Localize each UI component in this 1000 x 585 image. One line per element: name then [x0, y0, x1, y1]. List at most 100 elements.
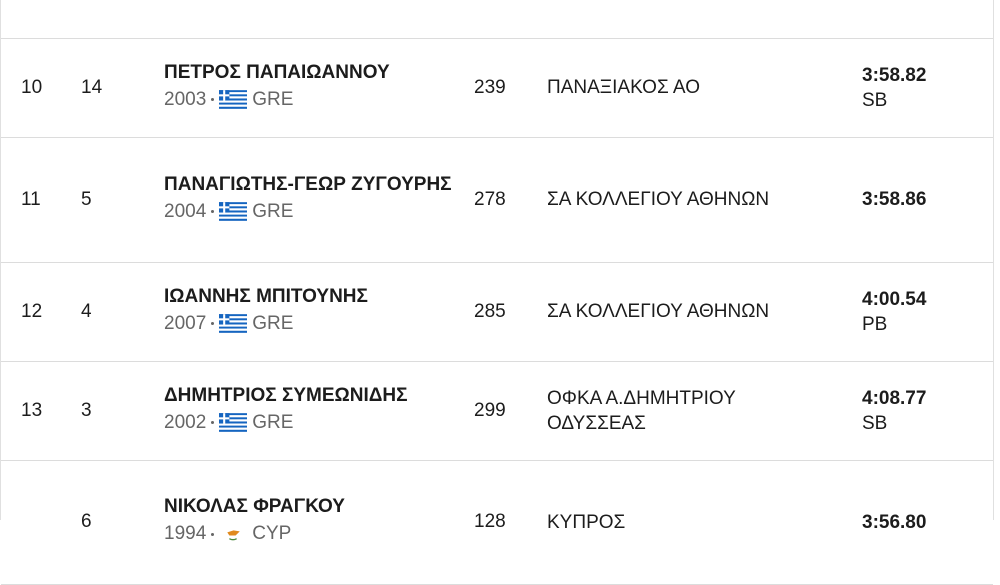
club-cell: ΟΦΚΑ Α.ΔΗΜΗΤΡΙΟΥ ΟΔΥΣΣΕΑΣ	[547, 361, 817, 460]
time-cell: 3:58.86	[862, 137, 982, 262]
bib: 299	[474, 399, 506, 421]
bib-cell: 278	[474, 137, 544, 262]
athlete-cell: ΠΑΝΑΓΙΩΤΗΣ-ΓΕΩΡ ΖΥΓΟΥΡΗΣ 2004 GRE	[164, 137, 454, 262]
birth-year: 2003	[164, 88, 207, 110]
separator-dot	[211, 421, 215, 424]
bib-cell: 299	[474, 361, 544, 460]
athlete-name: ΝΙΚΟΛΑΣ ΦΡΑΓΚΟΥ	[164, 496, 345, 517]
result-time: 4:00.54	[862, 288, 927, 310]
rank: 13	[21, 399, 43, 421]
lane: 4	[81, 300, 92, 322]
club: ΣΑ ΚΟΛΛΕΓΙΟΥ ΑΘΗΝΩΝ	[547, 189, 770, 210]
birth-year: 2004	[164, 200, 207, 222]
table-row: 11 5 ΠΑΝΑΓΙΩΤΗΣ-ΓΕΩΡ ΖΥΓΟΥΡΗΣ 2004 GRE 278 ΣΑ …	[1, 137, 993, 263]
separator-dot	[211, 532, 215, 536]
bib-cell: 285	[474, 262, 544, 361]
flag-icon	[219, 202, 248, 221]
rank-cell: 13	[21, 361, 76, 460]
lane-cell: 4	[81, 262, 156, 361]
athlete-cell: ΙΩΑΝΝΗΣ ΜΠΙΤΟΥΝΗΣ 2007 GRE	[164, 262, 454, 361]
country-code: GRE	[252, 312, 294, 334]
bib: 128	[474, 511, 506, 532]
athlete-cell: ΝΙΚΟΛΑΣ ΦΡΑΓΚΟΥ 1994 CYP	[164, 460, 454, 584]
club: ΚΥΠΡΟΣ	[547, 511, 626, 533]
athlete-meta: 2002 GRE	[164, 408, 454, 438]
separator-dot	[211, 210, 215, 213]
result-note: PB	[862, 0, 982, 1]
birth-year: 2007	[164, 312, 207, 334]
lane: 5	[81, 188, 92, 210]
athlete-meta: 2004 GRE	[164, 197, 454, 227]
flag-icon	[219, 314, 248, 333]
athlete-meta: 2007 GRE	[164, 309, 454, 339]
bib: 239	[474, 76, 506, 98]
result-time: 3:56.80	[862, 511, 927, 533]
club: ΟΦΚΑ Α.ΔΗΜΗΤΡΙΟΥ ΟΔΥΣΣΕΑΣ	[547, 387, 736, 434]
birth-year: 1994	[164, 523, 207, 544]
bib: 278	[474, 188, 506, 210]
table-row: 10 14 ΠΕΤΡΟΣ ΠΑΠΑΙΩΑΝΝΟΥ 2003 GRE 239 ΠΑΝΑΞΙΑΚ…	[1, 38, 993, 138]
bib: 285	[474, 300, 506, 322]
table-row: 6 ΝΙΚΟΛΑΣ ΦΡΑΓΚΟΥ 1994 CYP 128 ΚΥΠΡΟΣ 3:56.80	[1, 460, 993, 585]
athlete-name: ΠΑΝΑΓΙΩΤΗΣ-ΓΕΩΡ ΖΥΓΟΥΡΗΣ	[164, 173, 452, 195]
time-cell: PB	[862, 0, 982, 38]
separator-dot	[211, 98, 215, 101]
athlete-meta: 1994 CYP	[164, 519, 454, 549]
birth-year: 2002	[164, 411, 207, 433]
time-cell: 4:00.54 PB	[862, 262, 982, 361]
country-code: GRE	[252, 411, 294, 433]
lane-cell: 6	[81, 460, 156, 584]
athlete-meta: 2006 GRE	[164, 0, 454, 3]
birth-year: 2006	[164, 0, 206, 3]
result-note: PB	[862, 313, 888, 335]
result-note: SB	[862, 89, 888, 111]
result-note: SB	[862, 412, 888, 434]
lane: 14	[81, 76, 103, 98]
country-code: CYP	[252, 523, 292, 544]
rank-cell: 12	[21, 262, 76, 361]
athlete-name: ΠΕΤΡΟΣ ΠΑΠΑΙΩΑΝΝΟΥ	[164, 61, 390, 83]
athlete-cell: 2006 GRE	[164, 0, 454, 38]
lane-cell: 3	[81, 361, 156, 460]
lane-cell: 5	[81, 137, 156, 262]
club-cell: ΚΥΠΡΟΣ	[547, 460, 817, 584]
lane: 6	[81, 511, 92, 532]
table-row: 2006 GRE PB	[1, 0, 993, 39]
result-time: 3:58.82	[862, 64, 927, 86]
athlete-name: ΙΩΑΝΝΗΣ ΜΠΙΤΟΥΝΗΣ	[164, 285, 368, 307]
rank: 11	[21, 188, 41, 210]
rank: 12	[21, 300, 43, 322]
time-cell: 4:08.77 SB	[862, 361, 982, 460]
lane: 3	[81, 399, 92, 421]
rank-cell: 11	[21, 137, 76, 262]
athlete-cell: ΔΗΜΗΤΡΙΟΣ ΣΥΜΕΩΝΙΔΗΣ 2002 GRE	[164, 361, 454, 460]
result-time: 4:08.77	[862, 387, 927, 409]
rank: 10	[21, 76, 43, 98]
country-code: GRE	[252, 200, 294, 222]
club-cell: ΣΑ ΚΟΛΛΕΓΙΟΥ ΑΘΗΝΩΝ	[547, 137, 817, 262]
time-cell: 3:58.82 SB	[862, 38, 982, 137]
table-row: 13 3 ΔΗΜΗΤΡΙΟΣ ΣΥΜΕΩΝΙΔΗΣ 2002 GRE 299 ΟΦΚΑ Α.…	[1, 361, 993, 461]
result-time: 3:58.86	[862, 189, 927, 210]
rank-cell: 10	[21, 38, 76, 137]
club-cell: ΣΑ ΚΟΛΛΕΓΙΟΥ ΑΘΗΝΩΝ	[547, 262, 817, 361]
club: ΠΑΝΑΞΙΑΚΟΣ ΑΟ	[547, 77, 700, 98]
bib-cell: 128	[474, 460, 544, 584]
flag-icon	[219, 524, 248, 544]
athlete-cell: ΠΕΤΡΟΣ ΠΑΠΑΙΩΑΝΝΟΥ 2003 GRE	[164, 38, 454, 137]
table-row: 12 4 ΙΩΑΝΝΗΣ ΜΠΙΤΟΥΝΗΣ 2007 GRE 285 ΣΑ ΚΟΛΛΕΓΙ…	[1, 262, 993, 362]
separator-dot	[211, 322, 215, 325]
flag-icon	[219, 413, 248, 432]
country-code: GRE	[252, 88, 294, 110]
time-cell: 3:56.80	[862, 460, 982, 584]
club: ΣΑ ΚΟΛΛΕΓΙΟΥ ΑΘΗΝΩΝ	[547, 301, 770, 322]
athlete-name: ΔΗΜΗΤΡΙΟΣ ΣΥΜΕΩΝΙΔΗΣ	[164, 384, 408, 406]
athlete-meta: 2003 GRE	[164, 85, 454, 115]
lane-cell: 14	[81, 38, 156, 137]
bib-cell: 239	[474, 38, 544, 137]
flag-icon	[219, 90, 248, 109]
club-cell: ΠΑΝΑΞΙΑΚΟΣ ΑΟ	[547, 38, 817, 137]
country-code: GRE	[252, 0, 293, 3]
